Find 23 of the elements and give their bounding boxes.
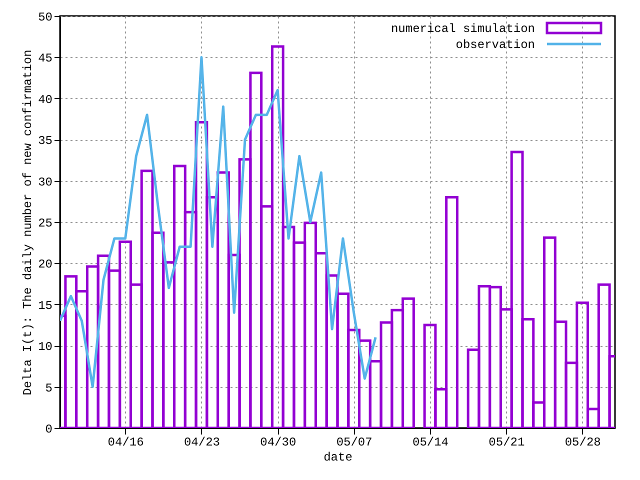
line-series [60, 56, 377, 388]
x-tick-label: 04/30 [260, 436, 296, 450]
y-tick-label: 45 [38, 52, 52, 66]
x-tick-label: 05/21 [488, 436, 525, 450]
y-tick-label: 10 [38, 340, 52, 354]
y-axis-title: Delta I(t): The daily number of new confirmation [21, 50, 36, 396]
x-tick-label: 05/14 [412, 436, 449, 450]
x-tick-label: 04/23 [184, 436, 220, 450]
y-tick-label: 0 [45, 422, 52, 436]
legend-label: observation [456, 38, 535, 52]
x-tick-label: 05/07 [336, 436, 372, 450]
y-tick-label: 35 [38, 134, 52, 148]
x-tick-label: 04/16 [108, 436, 144, 450]
y-tick-label: 30 [38, 175, 52, 190]
y-tick-label: 50 [38, 10, 52, 24]
y-tick-label: 25 [38, 216, 52, 230]
y-tick-label: 40 [38, 92, 52, 107]
y-tick-label: 5 [45, 381, 52, 396]
y-tick-label: 15 [38, 298, 52, 313]
x-tick-label: 05/28 [564, 436, 601, 450]
legend-label: numerical simulation [390, 22, 535, 36]
x-axis-title: date [324, 450, 352, 464]
y-tick-label: 20 [38, 258, 52, 272]
